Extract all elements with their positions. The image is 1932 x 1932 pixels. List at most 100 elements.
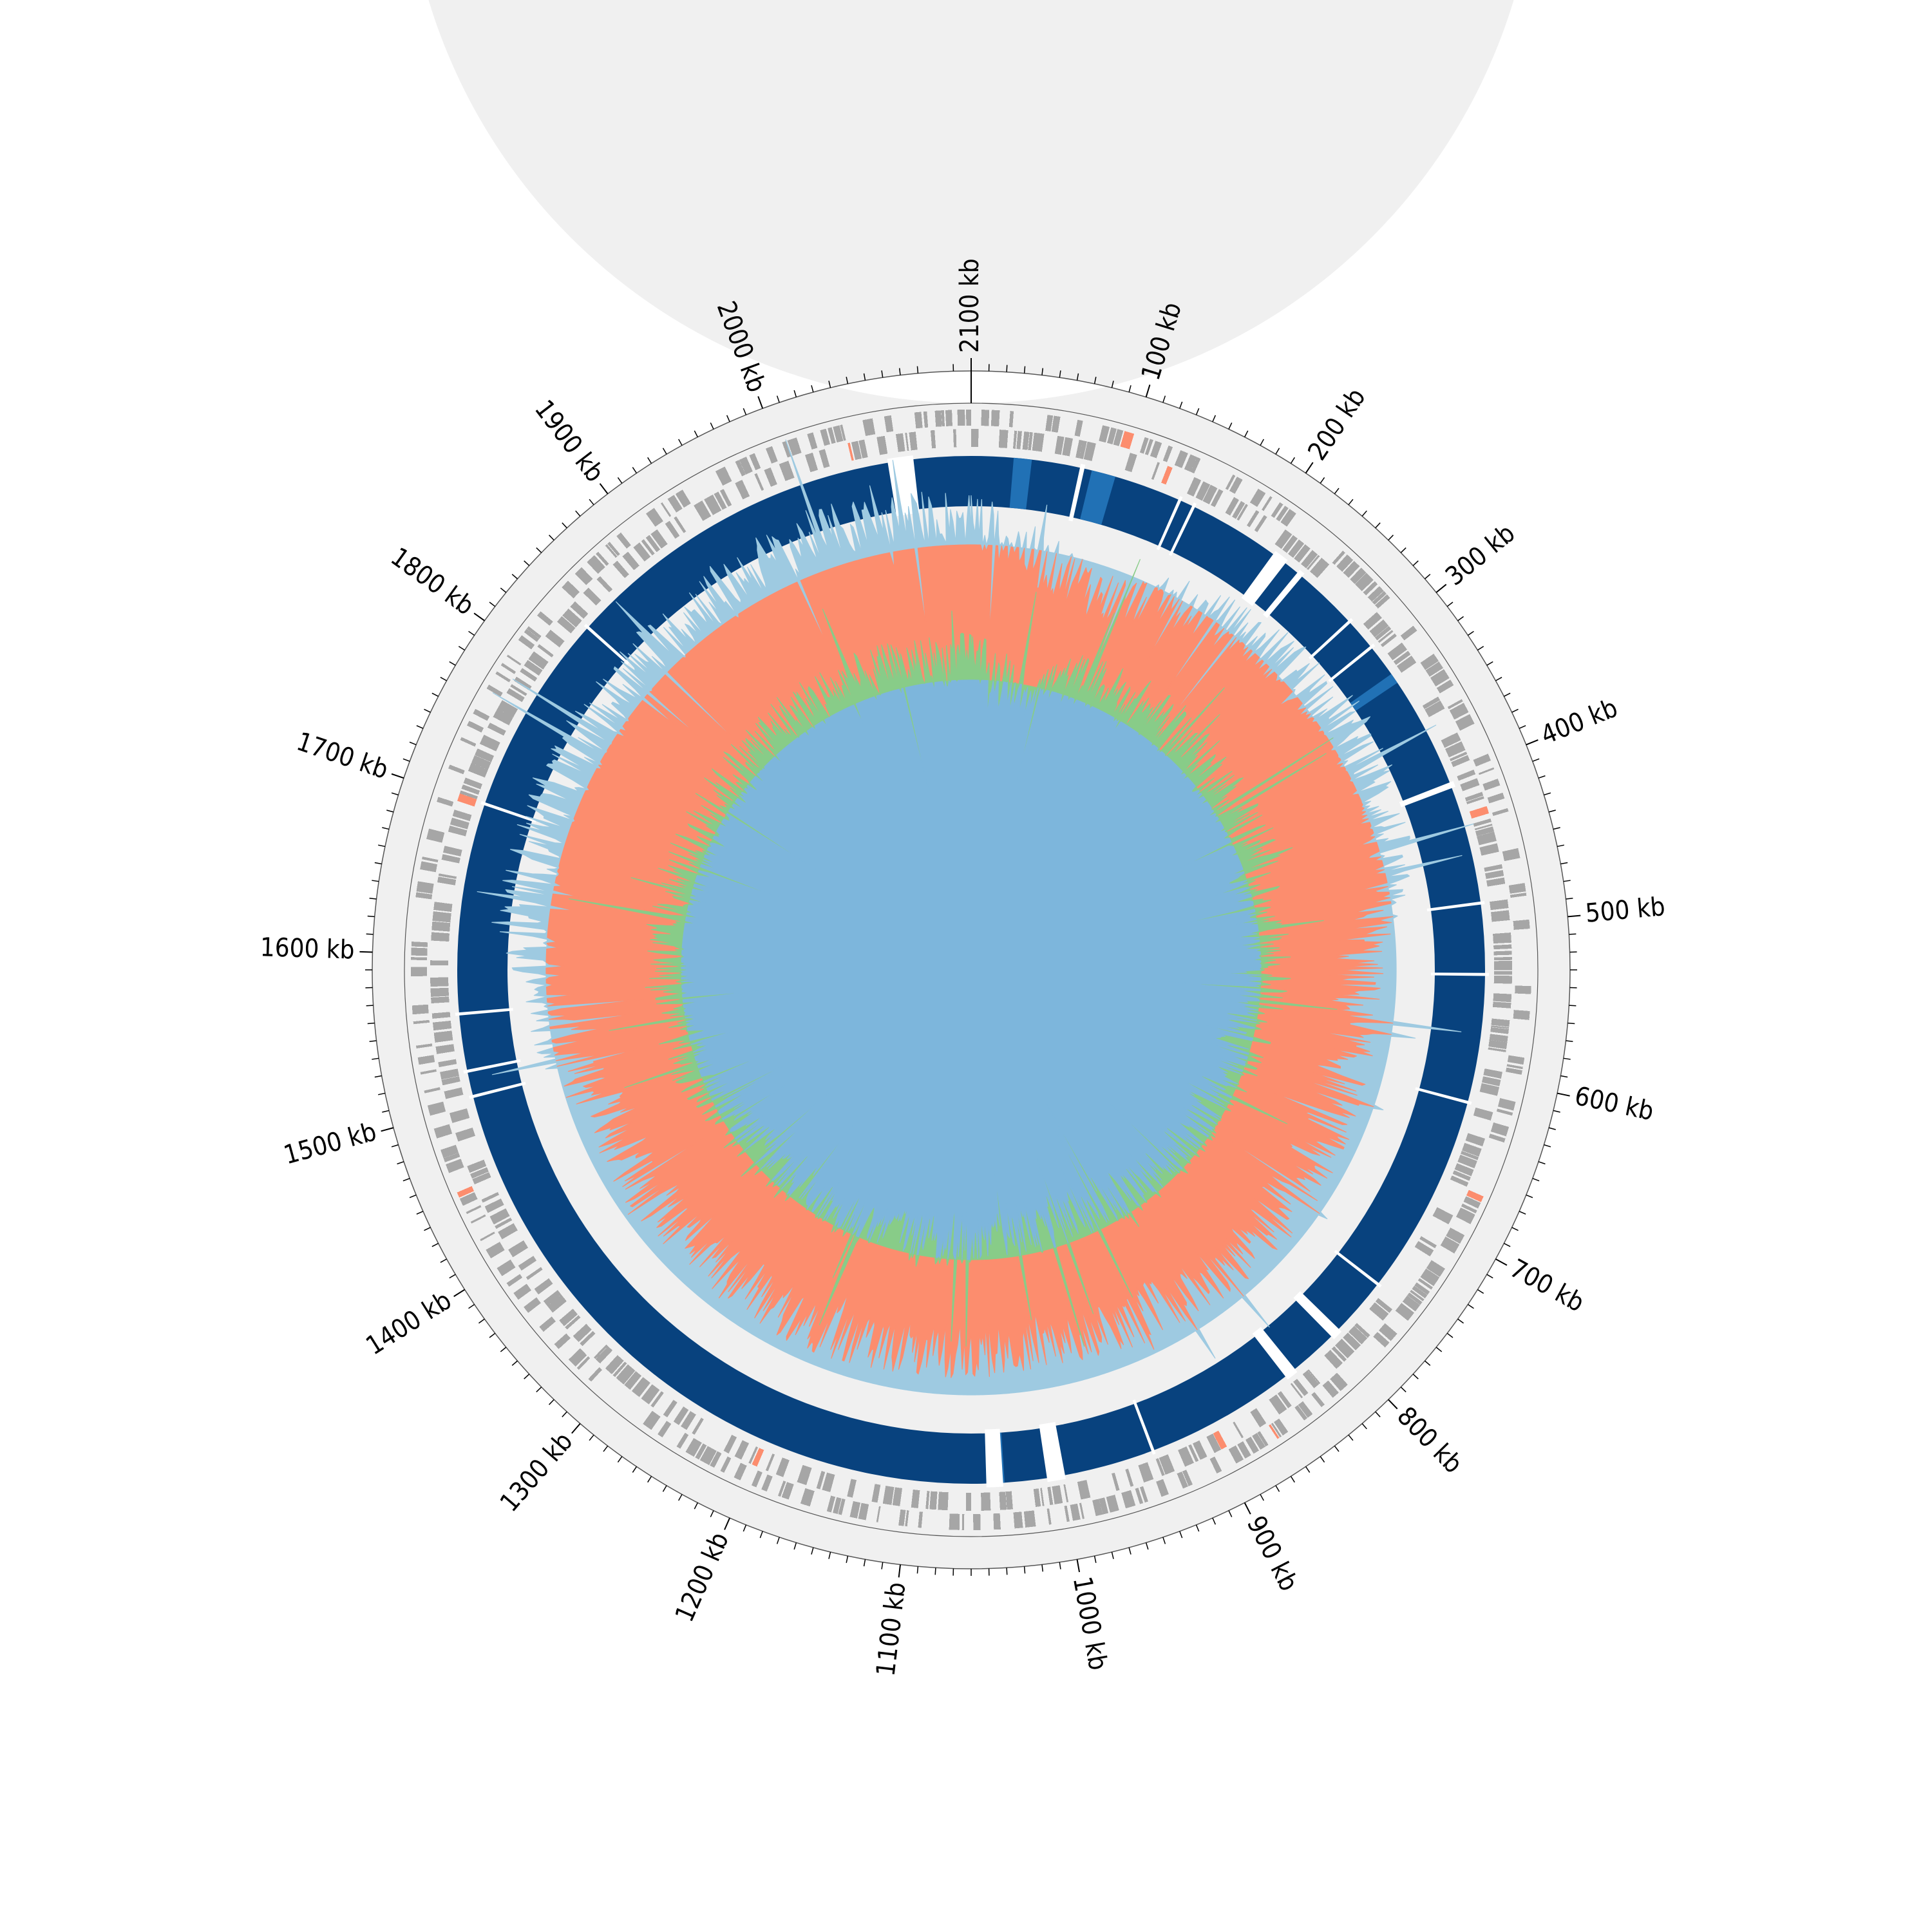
minor-tick xyxy=(1435,1347,1443,1352)
minor-tick xyxy=(1162,395,1166,403)
gene-feature xyxy=(1461,1203,1477,1214)
gene-feature xyxy=(497,700,518,717)
gene-feature xyxy=(1457,770,1476,781)
gene-feature xyxy=(624,1371,642,1390)
gene-feature xyxy=(562,609,582,628)
gene-feature xyxy=(448,764,465,775)
gene-feature xyxy=(1159,1454,1175,1475)
gene-feature xyxy=(966,410,971,426)
gene-feature xyxy=(1493,951,1512,956)
gene-feature xyxy=(1249,488,1266,507)
minor-tick xyxy=(524,1374,530,1379)
gene-feature xyxy=(840,424,846,441)
gene-feature xyxy=(1507,1055,1525,1065)
gene-feature xyxy=(1479,843,1499,856)
major-tick xyxy=(724,1517,731,1530)
gene-feature xyxy=(695,1443,707,1460)
gene-feature xyxy=(562,580,580,599)
minor-tick xyxy=(489,1332,496,1338)
gene-feature xyxy=(506,1274,523,1287)
minor-tick xyxy=(536,1387,542,1392)
gene-feature xyxy=(471,755,491,770)
minor-tick xyxy=(1128,1547,1132,1555)
gene-feature xyxy=(1367,586,1384,602)
gene-feature xyxy=(576,1356,591,1370)
gene-feature xyxy=(1112,1472,1120,1492)
major-tick xyxy=(1526,739,1539,746)
gene-feature xyxy=(1380,633,1397,647)
gene-feature xyxy=(871,1484,881,1503)
gene-feature xyxy=(667,495,683,513)
gene-feature xyxy=(971,429,979,448)
gene-feature xyxy=(714,491,727,510)
gene-feature xyxy=(751,1470,762,1488)
gene-feature xyxy=(735,480,750,500)
gene-feature xyxy=(898,1509,906,1526)
minor-tick xyxy=(416,724,424,729)
gene-feature xyxy=(1195,481,1211,501)
minor-tick xyxy=(391,792,399,796)
gene-feature xyxy=(514,676,532,691)
gene-feature xyxy=(938,1492,949,1511)
gene-feature xyxy=(761,1474,773,1492)
gene-feature xyxy=(480,1231,495,1242)
gene-feature xyxy=(1410,1289,1425,1302)
minor-tick xyxy=(1526,1194,1533,1198)
gene-feature xyxy=(1488,1039,1508,1050)
minor-tick xyxy=(1504,692,1511,697)
major-tick xyxy=(473,612,485,621)
gene-feature xyxy=(820,428,831,446)
minor-tick xyxy=(424,708,431,713)
gene-feature xyxy=(1493,944,1512,950)
gene-feature xyxy=(1506,1067,1522,1075)
gene-feature xyxy=(433,1124,453,1139)
gene-feature xyxy=(673,1406,689,1425)
minor-tick xyxy=(1275,1485,1280,1492)
gene-feature xyxy=(1045,415,1054,432)
gene-feature xyxy=(719,489,732,507)
minor-tick xyxy=(524,560,530,566)
tick-label: 1900 kb xyxy=(529,395,610,488)
gene-feature xyxy=(484,1198,504,1213)
tick-label: 800 kb xyxy=(1391,1401,1468,1479)
minor-tick xyxy=(374,1075,382,1078)
gene-feature xyxy=(416,881,434,894)
minor-tick xyxy=(1145,1542,1149,1550)
gene-feature xyxy=(495,671,511,683)
gene-feature xyxy=(1121,1490,1136,1509)
minor-tick xyxy=(372,880,379,882)
gene-feature xyxy=(432,911,451,923)
gene-feature xyxy=(1481,1076,1501,1086)
major-tick xyxy=(381,1127,394,1132)
minor-tick xyxy=(1569,1005,1577,1007)
minor-tick xyxy=(1334,1445,1340,1452)
gene-feature xyxy=(1402,1295,1421,1312)
minor-tick xyxy=(1560,862,1568,865)
tick-label: 1100 kb xyxy=(871,1580,912,1678)
gene-feature xyxy=(437,876,457,886)
gene-feature xyxy=(622,551,639,571)
minor-tick xyxy=(1553,827,1560,830)
minor-tick xyxy=(378,844,386,848)
gene-feature xyxy=(537,611,553,626)
gene-feature xyxy=(420,1069,437,1075)
minor-tick xyxy=(776,395,780,403)
gene-feature xyxy=(1047,1486,1054,1506)
gene-feature xyxy=(1446,1227,1465,1244)
gene-feature xyxy=(539,1316,556,1332)
tick-label: 400 kb xyxy=(1537,693,1622,750)
gene-feature xyxy=(1490,1122,1510,1137)
blast-gap xyxy=(455,1008,513,1016)
minor-tick xyxy=(1532,1178,1540,1182)
gene-feature xyxy=(882,1486,895,1505)
blast-gap xyxy=(1430,972,1489,976)
gene-feature xyxy=(457,1186,474,1198)
gene-feature xyxy=(858,439,868,459)
gene-feature xyxy=(1420,654,1439,670)
minor-tick xyxy=(1563,1057,1571,1060)
gene-feature xyxy=(1075,439,1083,459)
gene-feature xyxy=(1432,1207,1454,1225)
major-tick xyxy=(1145,384,1151,397)
minor-tick xyxy=(662,448,667,455)
minor-tick xyxy=(1457,1318,1464,1324)
